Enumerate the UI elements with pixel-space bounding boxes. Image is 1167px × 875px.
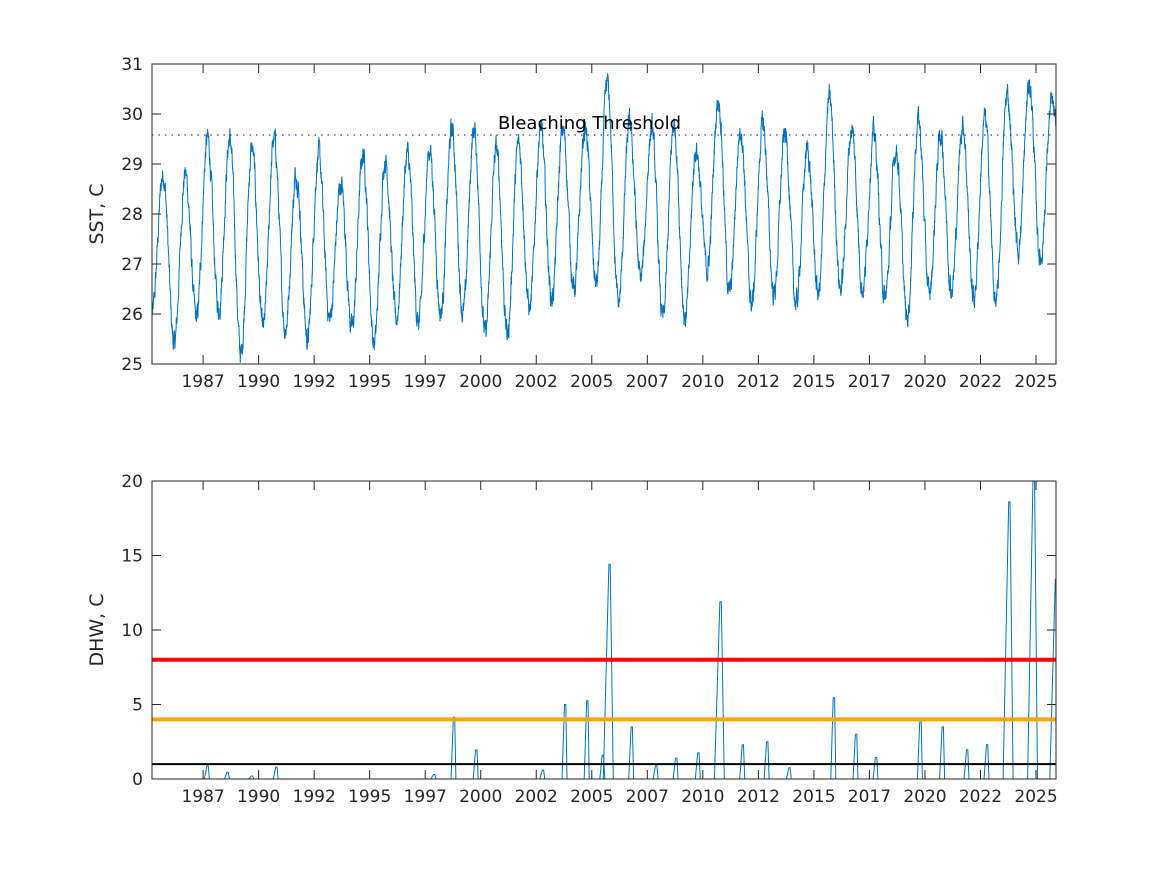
y-tick-label: 25: [121, 355, 143, 375]
y-tick-label: 29: [121, 155, 143, 175]
x-tick-label: 2000: [459, 787, 502, 807]
x-tick-label: 2020: [903, 787, 946, 807]
y-tick-label: 5: [132, 696, 143, 716]
x-tick-label: 1987: [181, 372, 224, 392]
x-tick-label: 1992: [293, 372, 336, 392]
x-tick-label: 1997: [404, 787, 447, 807]
bleaching-threshold-label: Bleaching Threshold: [498, 113, 681, 134]
x-tick-label: 2000: [459, 372, 502, 392]
x-tick-label: 2015: [792, 787, 835, 807]
x-tick-label: 1995: [348, 372, 391, 392]
x-tick-label: 2010: [681, 787, 724, 807]
dhw-line: [152, 481, 1056, 779]
x-tick-label: 2022: [959, 372, 1002, 392]
y-tick-label: 15: [121, 547, 143, 567]
plot-area: [152, 72, 1056, 363]
y-tick-label: 26: [121, 305, 143, 325]
x-tick-label: 2007: [626, 787, 669, 807]
x-tick-label: 1992: [293, 787, 336, 807]
x-tick-label: 1997: [404, 372, 447, 392]
x-tick-label: 2002: [515, 787, 558, 807]
dhw-axes: 0 5 10 15 20 1987 1990 1992 1995 1997 2000 2002 2005…: [86, 472, 1058, 807]
x-tick-label: 2025: [1014, 372, 1057, 392]
x-tick-label: 2012: [737, 372, 780, 392]
x-tick-label: 1995: [348, 787, 391, 807]
x-tick-label: 2022: [959, 787, 1002, 807]
y-axis-label: DHW, C: [86, 593, 108, 666]
x-tick-label: 2002: [515, 372, 558, 392]
y-tick-label: 10: [121, 621, 143, 641]
x-tick-label: 1990: [237, 787, 280, 807]
x-tick-label: 2005: [570, 787, 613, 807]
x-tick-label: 1990: [237, 372, 280, 392]
x-tick-label: 2007: [626, 372, 669, 392]
x-tick-label: 2012: [737, 787, 780, 807]
y-tick-label: 28: [121, 205, 143, 225]
x-tick-label: 2025: [1014, 787, 1057, 807]
y-tick-label: 0: [132, 770, 143, 790]
x-tick-label: 2010: [681, 372, 724, 392]
x-tick-label: 1987: [181, 787, 224, 807]
sst-line: [152, 72, 1056, 363]
y-axis-label: SST, C: [86, 183, 108, 244]
y-tick-label: 27: [121, 255, 143, 275]
plot-area: [152, 481, 1056, 779]
x-tick-label: 2005: [570, 372, 613, 392]
x-tick-label: 2020: [903, 372, 946, 392]
x-tick-label: 2015: [792, 372, 835, 392]
x-tick-label: 2017: [848, 372, 891, 392]
y-tick-label: 31: [121, 55, 143, 75]
sst-axes: Bleaching Threshold 25 26 27 28 29 30 31 1987 199…: [86, 55, 1058, 392]
y-tick-label: 20: [121, 472, 143, 492]
y-tick-label: 30: [121, 105, 143, 125]
x-tick-label: 2017: [848, 787, 891, 807]
